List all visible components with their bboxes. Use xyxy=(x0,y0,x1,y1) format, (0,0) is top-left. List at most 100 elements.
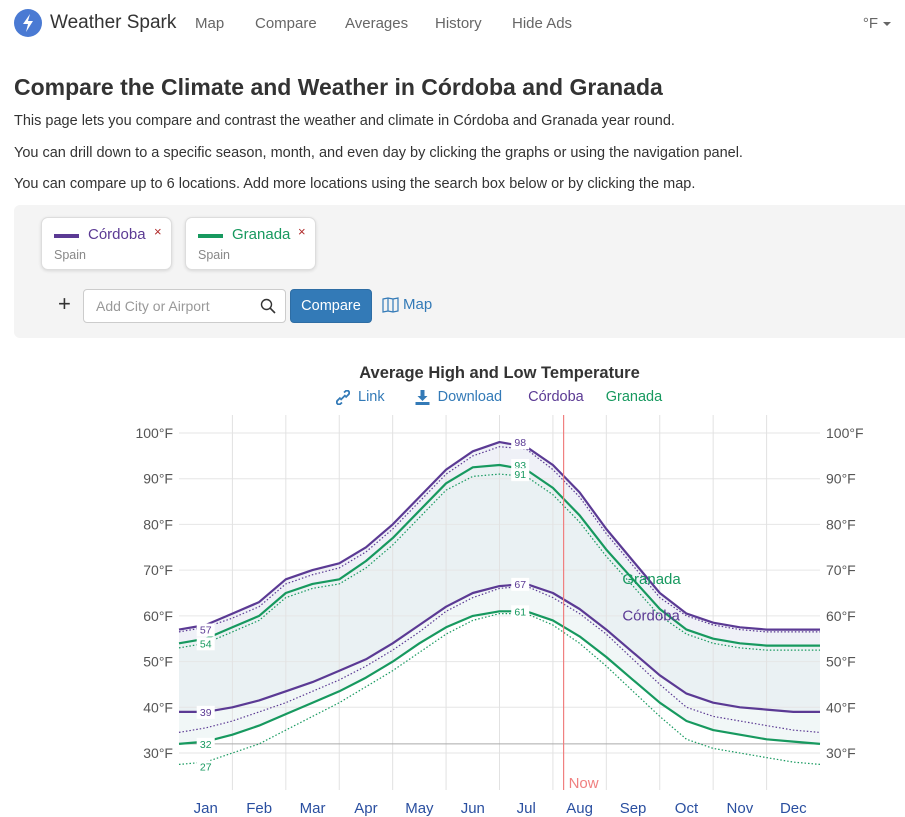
y-tick-label-right: 40°F xyxy=(826,699,856,715)
series-line-granada-high xyxy=(178,463,820,647)
unit-dropdown[interactable]: °F xyxy=(863,15,891,32)
chart-title: Average High and Low Temperature xyxy=(359,364,640,382)
page-title: Compare the Climate and Weather in Córdo… xyxy=(14,74,663,100)
data-label-bg xyxy=(511,577,530,591)
locations-panel: Córdoba × Spain Granada × Spain + Compar… xyxy=(14,205,905,338)
y-tick-label-right: 60°F xyxy=(826,608,856,624)
x-tick-label: Sep xyxy=(620,800,647,817)
x-tick-label: May xyxy=(405,800,434,817)
brand-name: Weather Spark xyxy=(50,12,177,33)
series-line-granada-low-recent xyxy=(178,613,821,765)
add-location-icon[interactable]: + xyxy=(58,291,71,316)
location-country: Spain xyxy=(198,248,230,262)
legend-granada[interactable]: Granada xyxy=(605,389,663,405)
y-tick-label-right: 100°F xyxy=(826,425,864,441)
x-tick-label: Mar xyxy=(300,800,326,817)
x-tick-label: Nov xyxy=(727,800,754,817)
link-icon xyxy=(336,389,350,405)
y-tick-label-left: 50°F xyxy=(143,654,173,670)
series-annotation: Granada xyxy=(622,571,681,588)
search-icon[interactable] xyxy=(260,298,276,319)
series-line-granada-low xyxy=(178,610,821,745)
series-swatch xyxy=(198,234,223,238)
nav-link-compare[interactable]: Compare xyxy=(255,15,317,32)
y-tick-label-right: 70°F xyxy=(826,562,856,578)
series-line-c-rdoba-low-recent xyxy=(178,585,821,733)
location-card-granada[interactable]: Granada × Spain xyxy=(185,217,316,270)
compare-paragraph: You can compare up to 6 locations. Add m… xyxy=(14,176,696,192)
data-label: 61 xyxy=(514,606,526,618)
nav-link-history[interactable]: History xyxy=(435,15,482,32)
data-label-bg xyxy=(196,623,215,637)
x-tick-label: Jan xyxy=(194,800,218,817)
location-city: Córdoba xyxy=(88,226,146,243)
y-tick-label-right: 50°F xyxy=(826,654,856,670)
x-tick-label: Jun xyxy=(461,800,485,817)
y-tick-label-right: 30°F xyxy=(826,745,856,761)
series-annotation: Córdoba xyxy=(622,607,680,624)
nav-link-map[interactable]: Map xyxy=(195,15,225,32)
now-label: Now xyxy=(569,775,599,792)
map-icon xyxy=(382,296,399,313)
chart-toolbar: Link Download Córdoba Granada xyxy=(336,389,662,405)
data-label-bg xyxy=(511,468,530,482)
search-box xyxy=(83,289,286,323)
y-tick-label-left: 40°F xyxy=(143,699,173,715)
y-tick-label-right: 80°F xyxy=(826,516,856,532)
y-tick-label-left: 60°F xyxy=(143,608,173,624)
nav-link-averages[interactable]: Averages xyxy=(345,15,409,32)
data-label: 91 xyxy=(514,469,526,481)
series-line-c-rdoba-low xyxy=(179,582,820,713)
x-tick-label: Jul xyxy=(517,800,536,817)
unit-label: °F xyxy=(862,15,878,32)
location-city: Granada xyxy=(232,226,291,243)
data-label: 54 xyxy=(200,638,212,650)
y-tick-label-left: 30°F xyxy=(143,745,173,761)
data-label-bg xyxy=(196,760,215,774)
y-tick-label-right: 90°F xyxy=(826,471,856,487)
chart-link-button[interactable]: Link xyxy=(336,389,385,405)
data-label-bg xyxy=(511,605,530,619)
x-tick-label: Aug xyxy=(566,800,593,817)
y-tick-label-left: 70°F xyxy=(143,562,173,578)
data-label: 27 xyxy=(200,762,212,774)
intro-paragraph: This page lets you compare and contrast … xyxy=(14,113,675,129)
location-card-cordoba[interactable]: Córdoba × Spain xyxy=(41,217,172,270)
brand[interactable]: Weather Spark xyxy=(14,9,176,37)
remove-location-button[interactable]: × xyxy=(298,224,306,239)
nav-link-hide-ads[interactable]: Hide Ads xyxy=(512,15,573,32)
x-tick-label: Apr xyxy=(354,800,377,817)
map-link-label: Map xyxy=(403,296,433,313)
legend-cordoba[interactable]: Córdoba xyxy=(528,389,584,405)
y-tick-label-left: 100°F xyxy=(135,425,173,441)
chart-download-label: Download xyxy=(437,389,503,405)
data-label: 39 xyxy=(200,707,212,719)
x-tick-label: Dec xyxy=(780,800,807,817)
series-swatch xyxy=(54,234,79,238)
series-line-granada-high-recent xyxy=(178,473,820,651)
add-city-input[interactable] xyxy=(94,296,254,316)
compare-button[interactable]: Compare xyxy=(290,289,372,323)
series-line-c-rdoba-high-recent xyxy=(178,446,820,633)
drilldown-paragraph: You can drill down to a specific season,… xyxy=(14,145,743,161)
data-label: 67 xyxy=(514,579,526,591)
caret-down-icon xyxy=(883,22,891,27)
data-label: 93 xyxy=(514,460,526,472)
x-tick-label: Oct xyxy=(675,800,699,817)
remove-location-button[interactable]: × xyxy=(154,224,162,239)
temperature-chart[interactable]: 30°F 30°F 40°F 40°F 50°F 50°F 60°F 60°F 70°F 70°F… xyxy=(0,410,905,817)
data-label-bg xyxy=(196,637,215,651)
series-line-c-rdoba-high xyxy=(178,441,820,631)
lightning-bolt-icon xyxy=(14,9,42,37)
y-tick-label-left: 90°F xyxy=(143,471,173,487)
map-link[interactable]: Map xyxy=(382,296,432,313)
chart-download-button[interactable]: Download xyxy=(415,389,503,405)
y-tick-label-left: 80°F xyxy=(143,516,173,532)
data-label: 32 xyxy=(200,739,212,751)
chart-link-label: Link xyxy=(358,389,385,405)
navbar: Weather Spark Map Compare Averages Histo… xyxy=(0,0,905,48)
data-label: 57 xyxy=(200,625,212,637)
data-label-bg xyxy=(196,705,215,719)
download-icon xyxy=(415,389,430,405)
data-label-bg xyxy=(196,737,215,751)
